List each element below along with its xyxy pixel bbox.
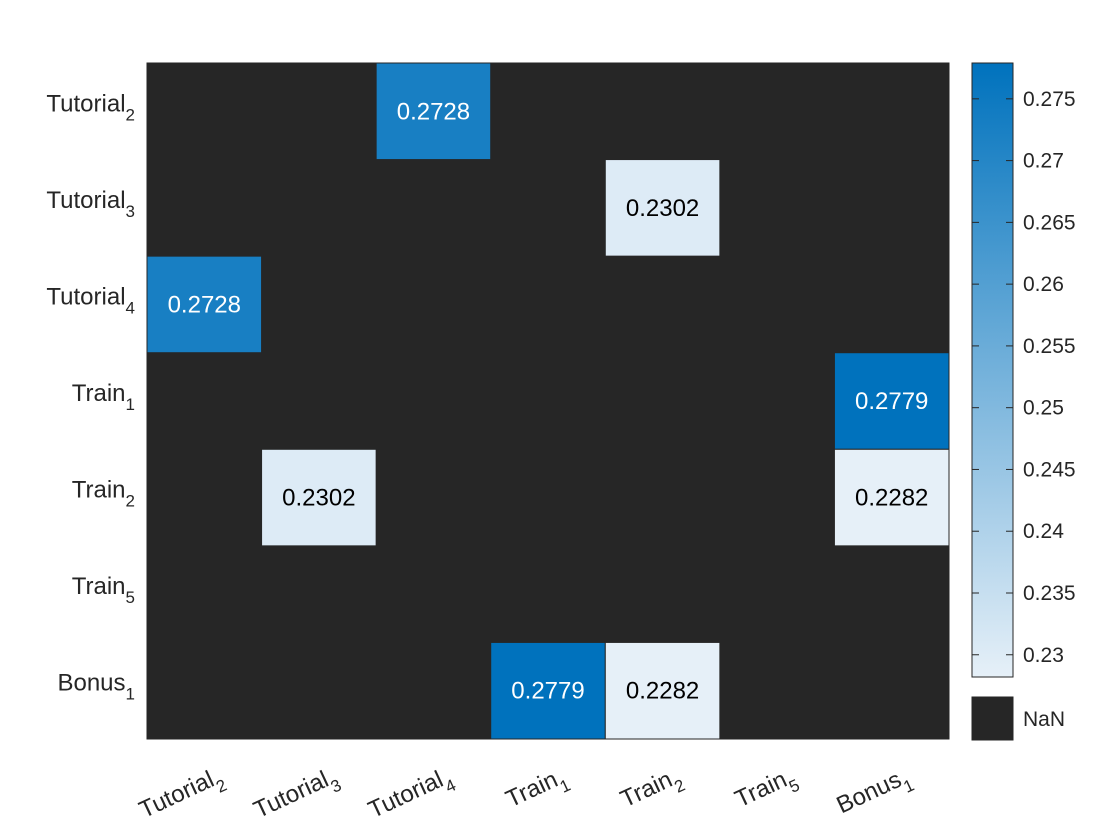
nan-legend-label: NaN xyxy=(1023,708,1065,731)
x-tick-label: Train5 xyxy=(731,762,803,820)
heatmap-cell-label: 0.2282 xyxy=(855,485,928,512)
colorbar-tick-label: 0.235 xyxy=(1023,582,1076,605)
y-tick-label: Tutorial4 xyxy=(46,283,135,317)
heatmap-cell-label: 0.2282 xyxy=(626,678,699,705)
heatmap-cell-label: 0.2728 xyxy=(397,98,470,125)
y-tick-label: Tutorial3 xyxy=(46,187,135,221)
x-tick-label: Train2 xyxy=(616,762,688,820)
colorbar-tick-label: 0.275 xyxy=(1023,88,1076,111)
y-tick-label: Train1 xyxy=(72,380,135,414)
x-tick-labels: Tutorial2 Tutorial3 Tutorial4 Train1 Train2 T… xyxy=(135,762,918,830)
colorbar-tick-label: 0.27 xyxy=(1023,150,1064,173)
x-tick-label: Train1 xyxy=(502,762,574,820)
heatmap-cell xyxy=(490,641,606,740)
heatmap-cell xyxy=(146,255,263,354)
heatmap-cell-label: 0.2779 xyxy=(511,678,584,705)
heatmap-cell-label: 0.2302 xyxy=(626,195,699,222)
x-tick-label: Tutorial3 xyxy=(250,762,345,830)
colorbar-tick-label: 0.24 xyxy=(1023,520,1064,543)
heatmap-cell-label: 0.2728 xyxy=(168,291,241,318)
x-tick-label: Tutorial2 xyxy=(135,762,230,830)
heatmap-cell xyxy=(833,448,950,547)
y-tick-labels: Tutorial2 Tutorial3 Tutorial4 Train1 Train2 T… xyxy=(46,90,135,703)
x-tick-label: Tutorial4 xyxy=(364,762,459,830)
nan-legend-swatch xyxy=(971,696,1014,741)
colorbar-tick-label: 0.23 xyxy=(1023,644,1064,667)
colorbar xyxy=(971,62,1014,678)
heatmap-cell xyxy=(604,159,721,257)
y-tick-label: Train5 xyxy=(72,573,135,607)
plot-frame xyxy=(146,62,950,740)
heatmap-cell xyxy=(604,641,721,740)
plot-background xyxy=(147,63,949,739)
y-tick-label: Tutorial2 xyxy=(46,90,135,124)
heatmap-cell-label: 0.2302 xyxy=(282,485,355,512)
colorbar-ticks: 0.23 0.235 0.24 0.245 0.25 0.255 0.26 0.265 0.27… xyxy=(972,88,1076,667)
x-tick-label: Bonus1 xyxy=(833,762,918,826)
y-tick-label: Bonus1 xyxy=(57,670,135,704)
colorbar-tick-label: 0.255 xyxy=(1023,335,1076,358)
heatmap-cell xyxy=(375,62,492,161)
y-tick-label: Train2 xyxy=(72,477,135,511)
heatmap-cell xyxy=(261,448,377,547)
colorbar-tick-label: 0.245 xyxy=(1023,458,1076,481)
colorbar-tick-label: 0.25 xyxy=(1023,397,1064,420)
heatmap-cells: 0.2728 0.2302 0.2728 0.2779 0.2302 0.2282 0.27… xyxy=(146,62,950,740)
colorbar-tick-label: 0.265 xyxy=(1023,211,1076,234)
colorbar-tick-label: 0.26 xyxy=(1023,273,1064,296)
heatmap-cell-label: 0.2779 xyxy=(855,388,928,415)
